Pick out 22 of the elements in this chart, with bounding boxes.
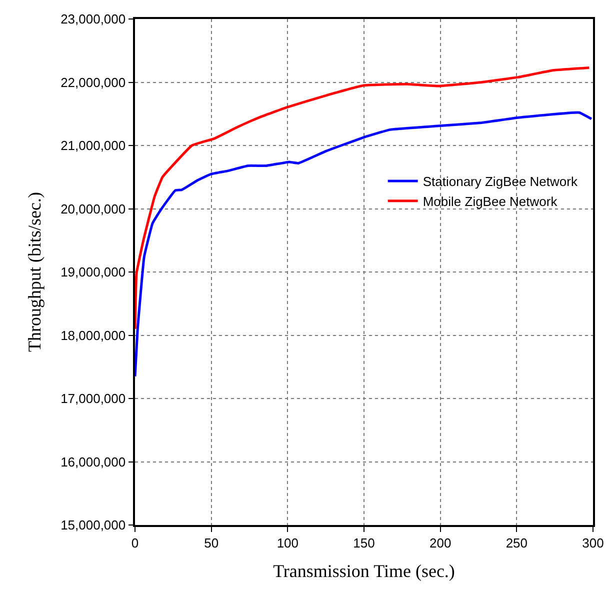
y-tick-label: 20,000,000 [60, 201, 126, 216]
legend-label: Mobile ZigBee Network [422, 194, 558, 209]
y-tick-label: 16,000,000 [60, 454, 126, 470]
x-tick-label: 150 [353, 535, 375, 550]
y-tick-label: 21,000,000 [60, 138, 126, 154]
x-tick-label: 200 [429, 535, 452, 550]
y-tick-label: 23,000,000 [60, 12, 126, 27]
x-tick-label: 300 [582, 535, 604, 550]
x-tick-label: 250 [506, 535, 528, 550]
y-tick-label: 19,000,000 [60, 264, 126, 280]
y-axis-title: Throughput (bits/sec.) [24, 192, 44, 352]
x-tick-label: 0 [131, 535, 139, 550]
y-tick-label: 22,000,000 [60, 74, 126, 90]
line-series [135, 111, 593, 378]
y-tick-label: 17,000,000 [60, 391, 126, 406]
x-tick-label: 50 [204, 535, 219, 550]
legend-label: Stationary ZigBee Network [422, 174, 578, 190]
x-tick-label: 100 [276, 535, 299, 550]
x-axis-title: Transmission Time (sec.) [273, 560, 455, 581]
line-series [135, 66, 590, 330]
y-tick-label: 15,000,000 [60, 518, 126, 533]
y-tick-label: 18,000,000 [60, 328, 126, 343]
